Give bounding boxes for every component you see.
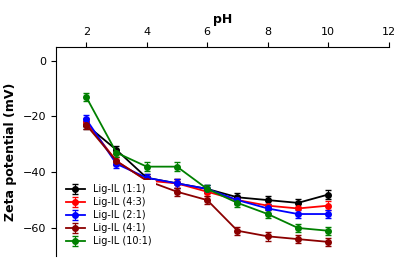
Y-axis label: Zeta potential (mV): Zeta potential (mV) xyxy=(4,82,17,220)
Legend: Lig-IL (1:1), Lig-IL (4:3), Lig-IL (2:1), Lig-IL (4:1), Lig-IL (10:1): Lig-IL (1:1), Lig-IL (4:3), Lig-IL (2:1)… xyxy=(61,180,156,251)
Text: pH: pH xyxy=(213,13,232,26)
